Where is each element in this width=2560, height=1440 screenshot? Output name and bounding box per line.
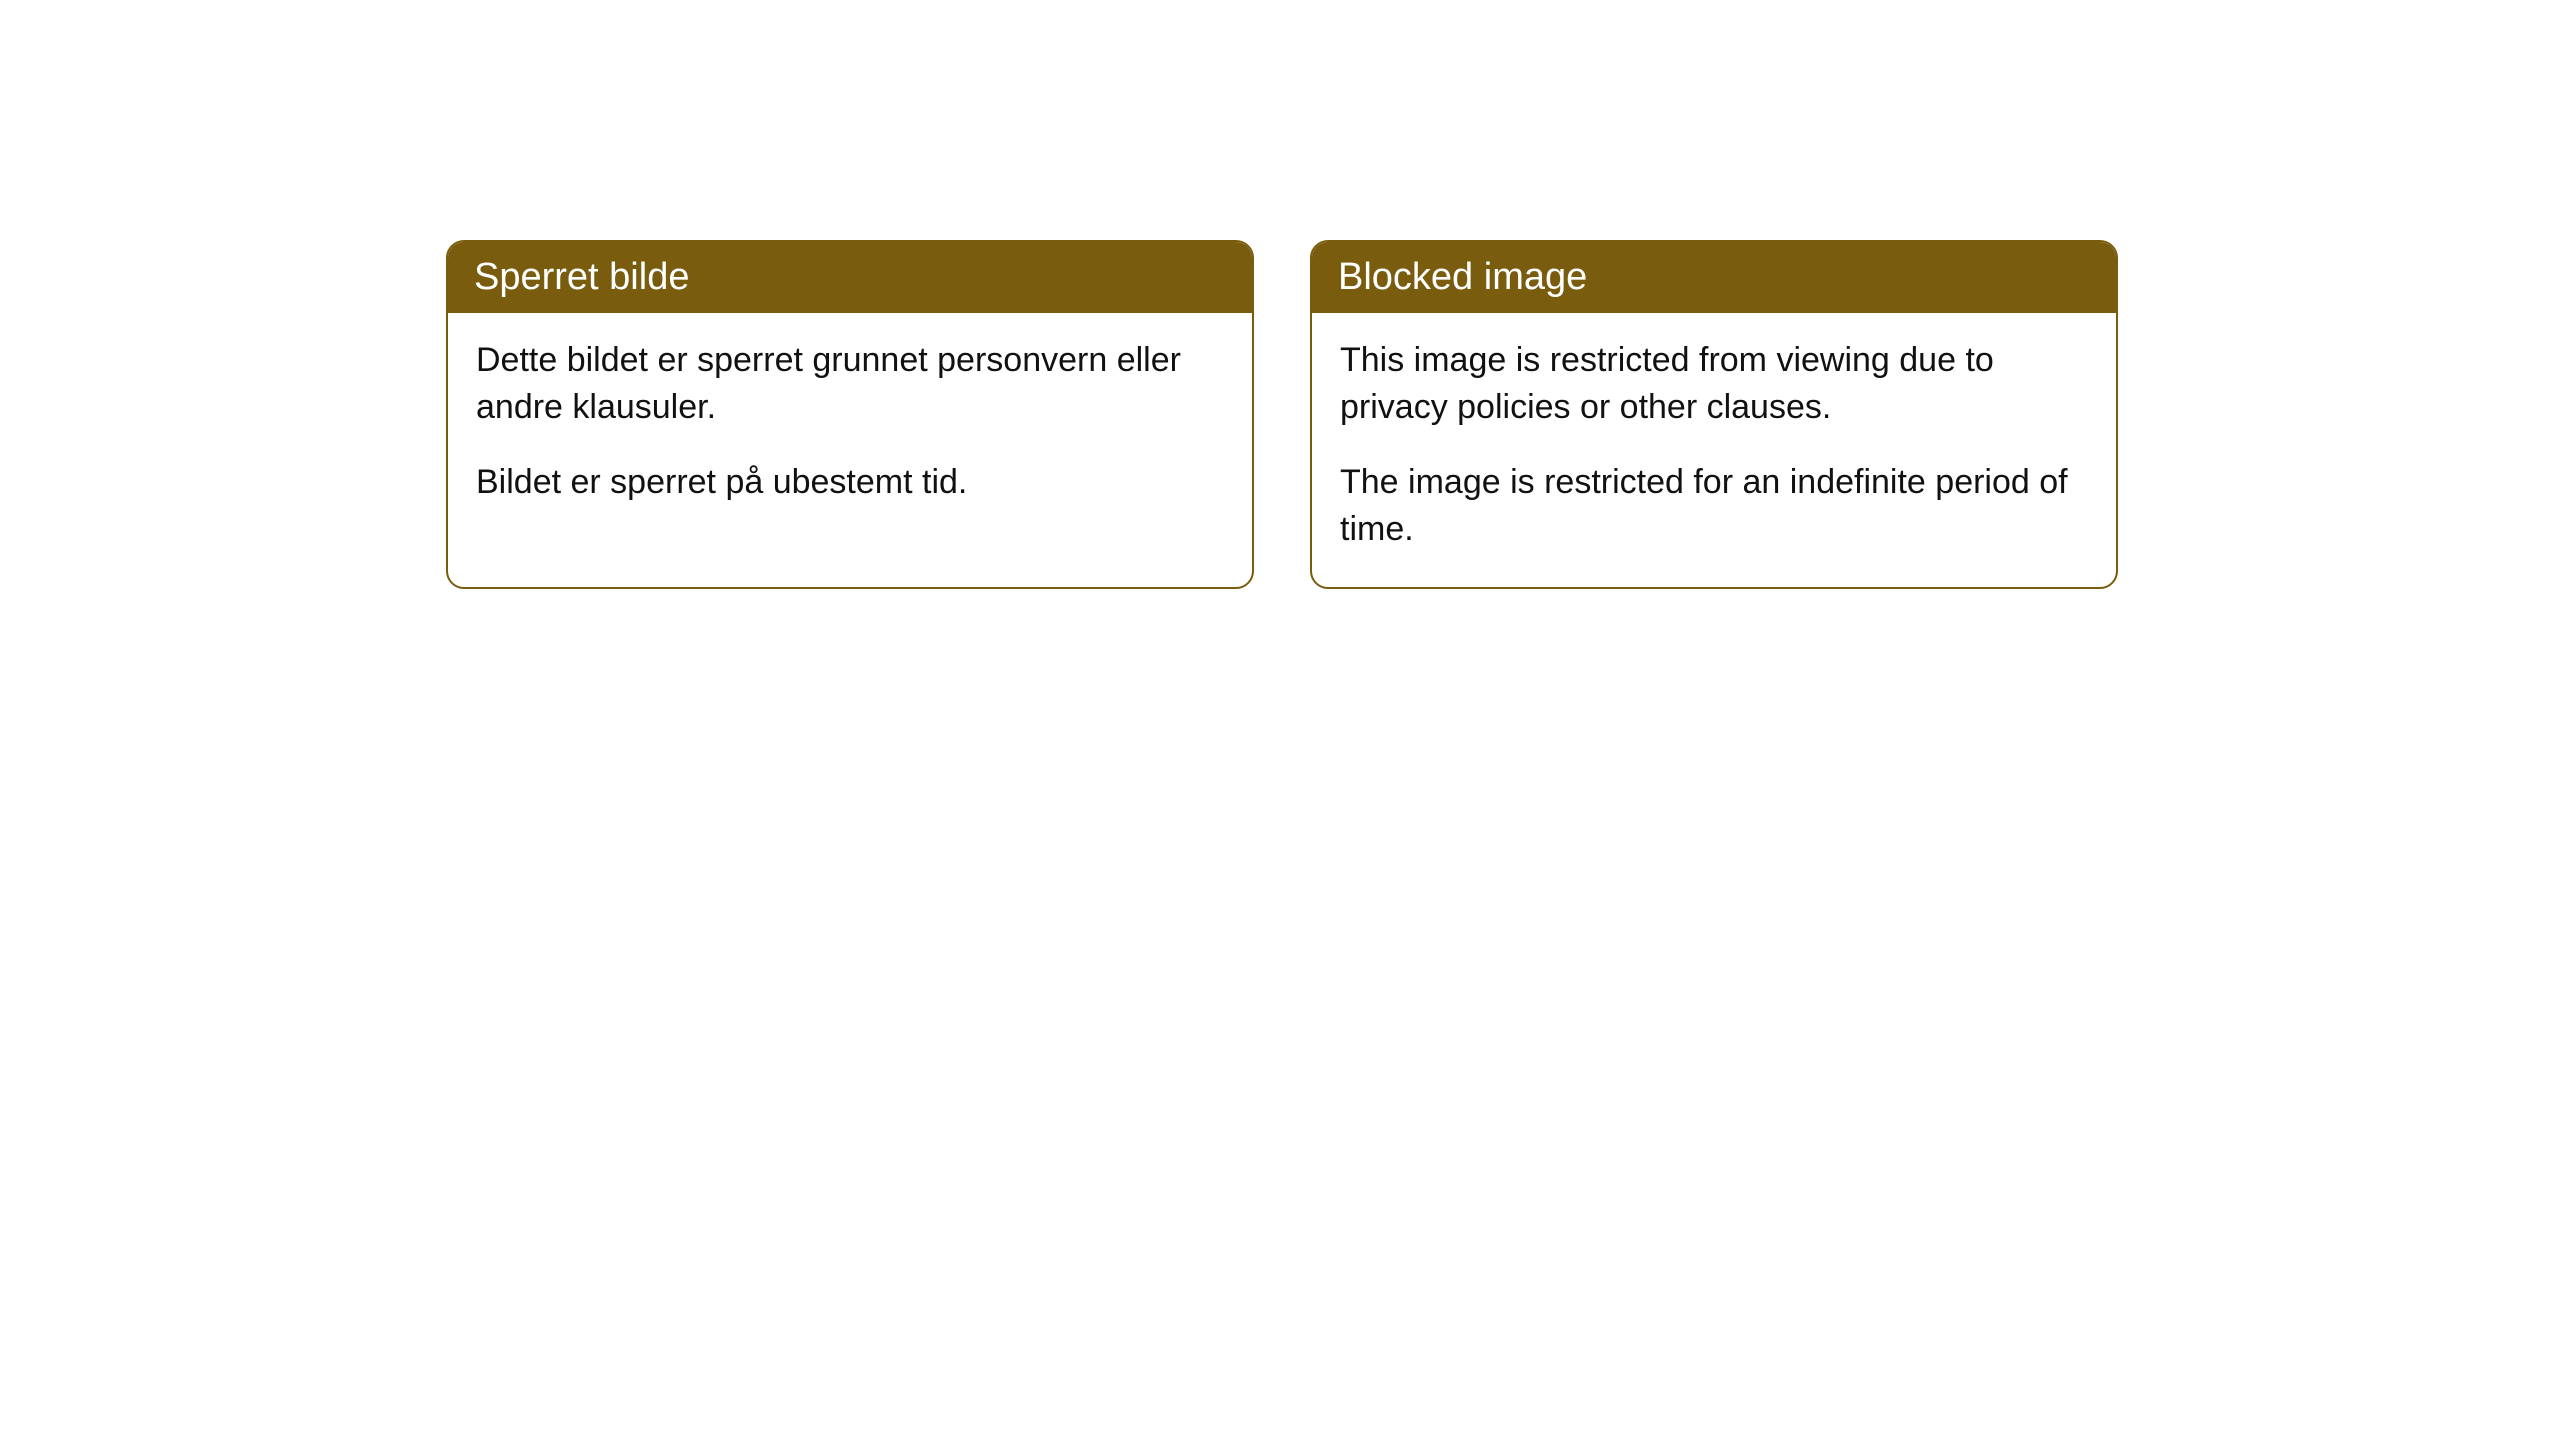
notice-card-english: Blocked image This image is restricted f…: [1310, 240, 2118, 589]
card-title-norwegian: Sperret bilde: [474, 256, 689, 298]
card-paragraph-2-english: The image is restricted for an indefinit…: [1340, 459, 2088, 553]
card-header-english: Blocked image: [1312, 242, 2116, 313]
card-body-english: This image is restricted from viewing du…: [1312, 313, 2116, 587]
card-paragraph-1-english: This image is restricted from viewing du…: [1340, 337, 2088, 431]
card-header-norwegian: Sperret bilde: [448, 242, 1252, 313]
card-paragraph-1-norwegian: Dette bildet er sperret grunnet personve…: [476, 337, 1224, 431]
card-paragraph-2-norwegian: Bildet er sperret på ubestemt tid.: [476, 459, 1224, 506]
notice-cards-container: Sperret bilde Dette bildet er sperret gr…: [446, 240, 2118, 589]
card-body-norwegian: Dette bildet er sperret grunnet personve…: [448, 313, 1252, 540]
notice-card-norwegian: Sperret bilde Dette bildet er sperret gr…: [446, 240, 1254, 589]
card-title-english: Blocked image: [1338, 256, 1587, 298]
